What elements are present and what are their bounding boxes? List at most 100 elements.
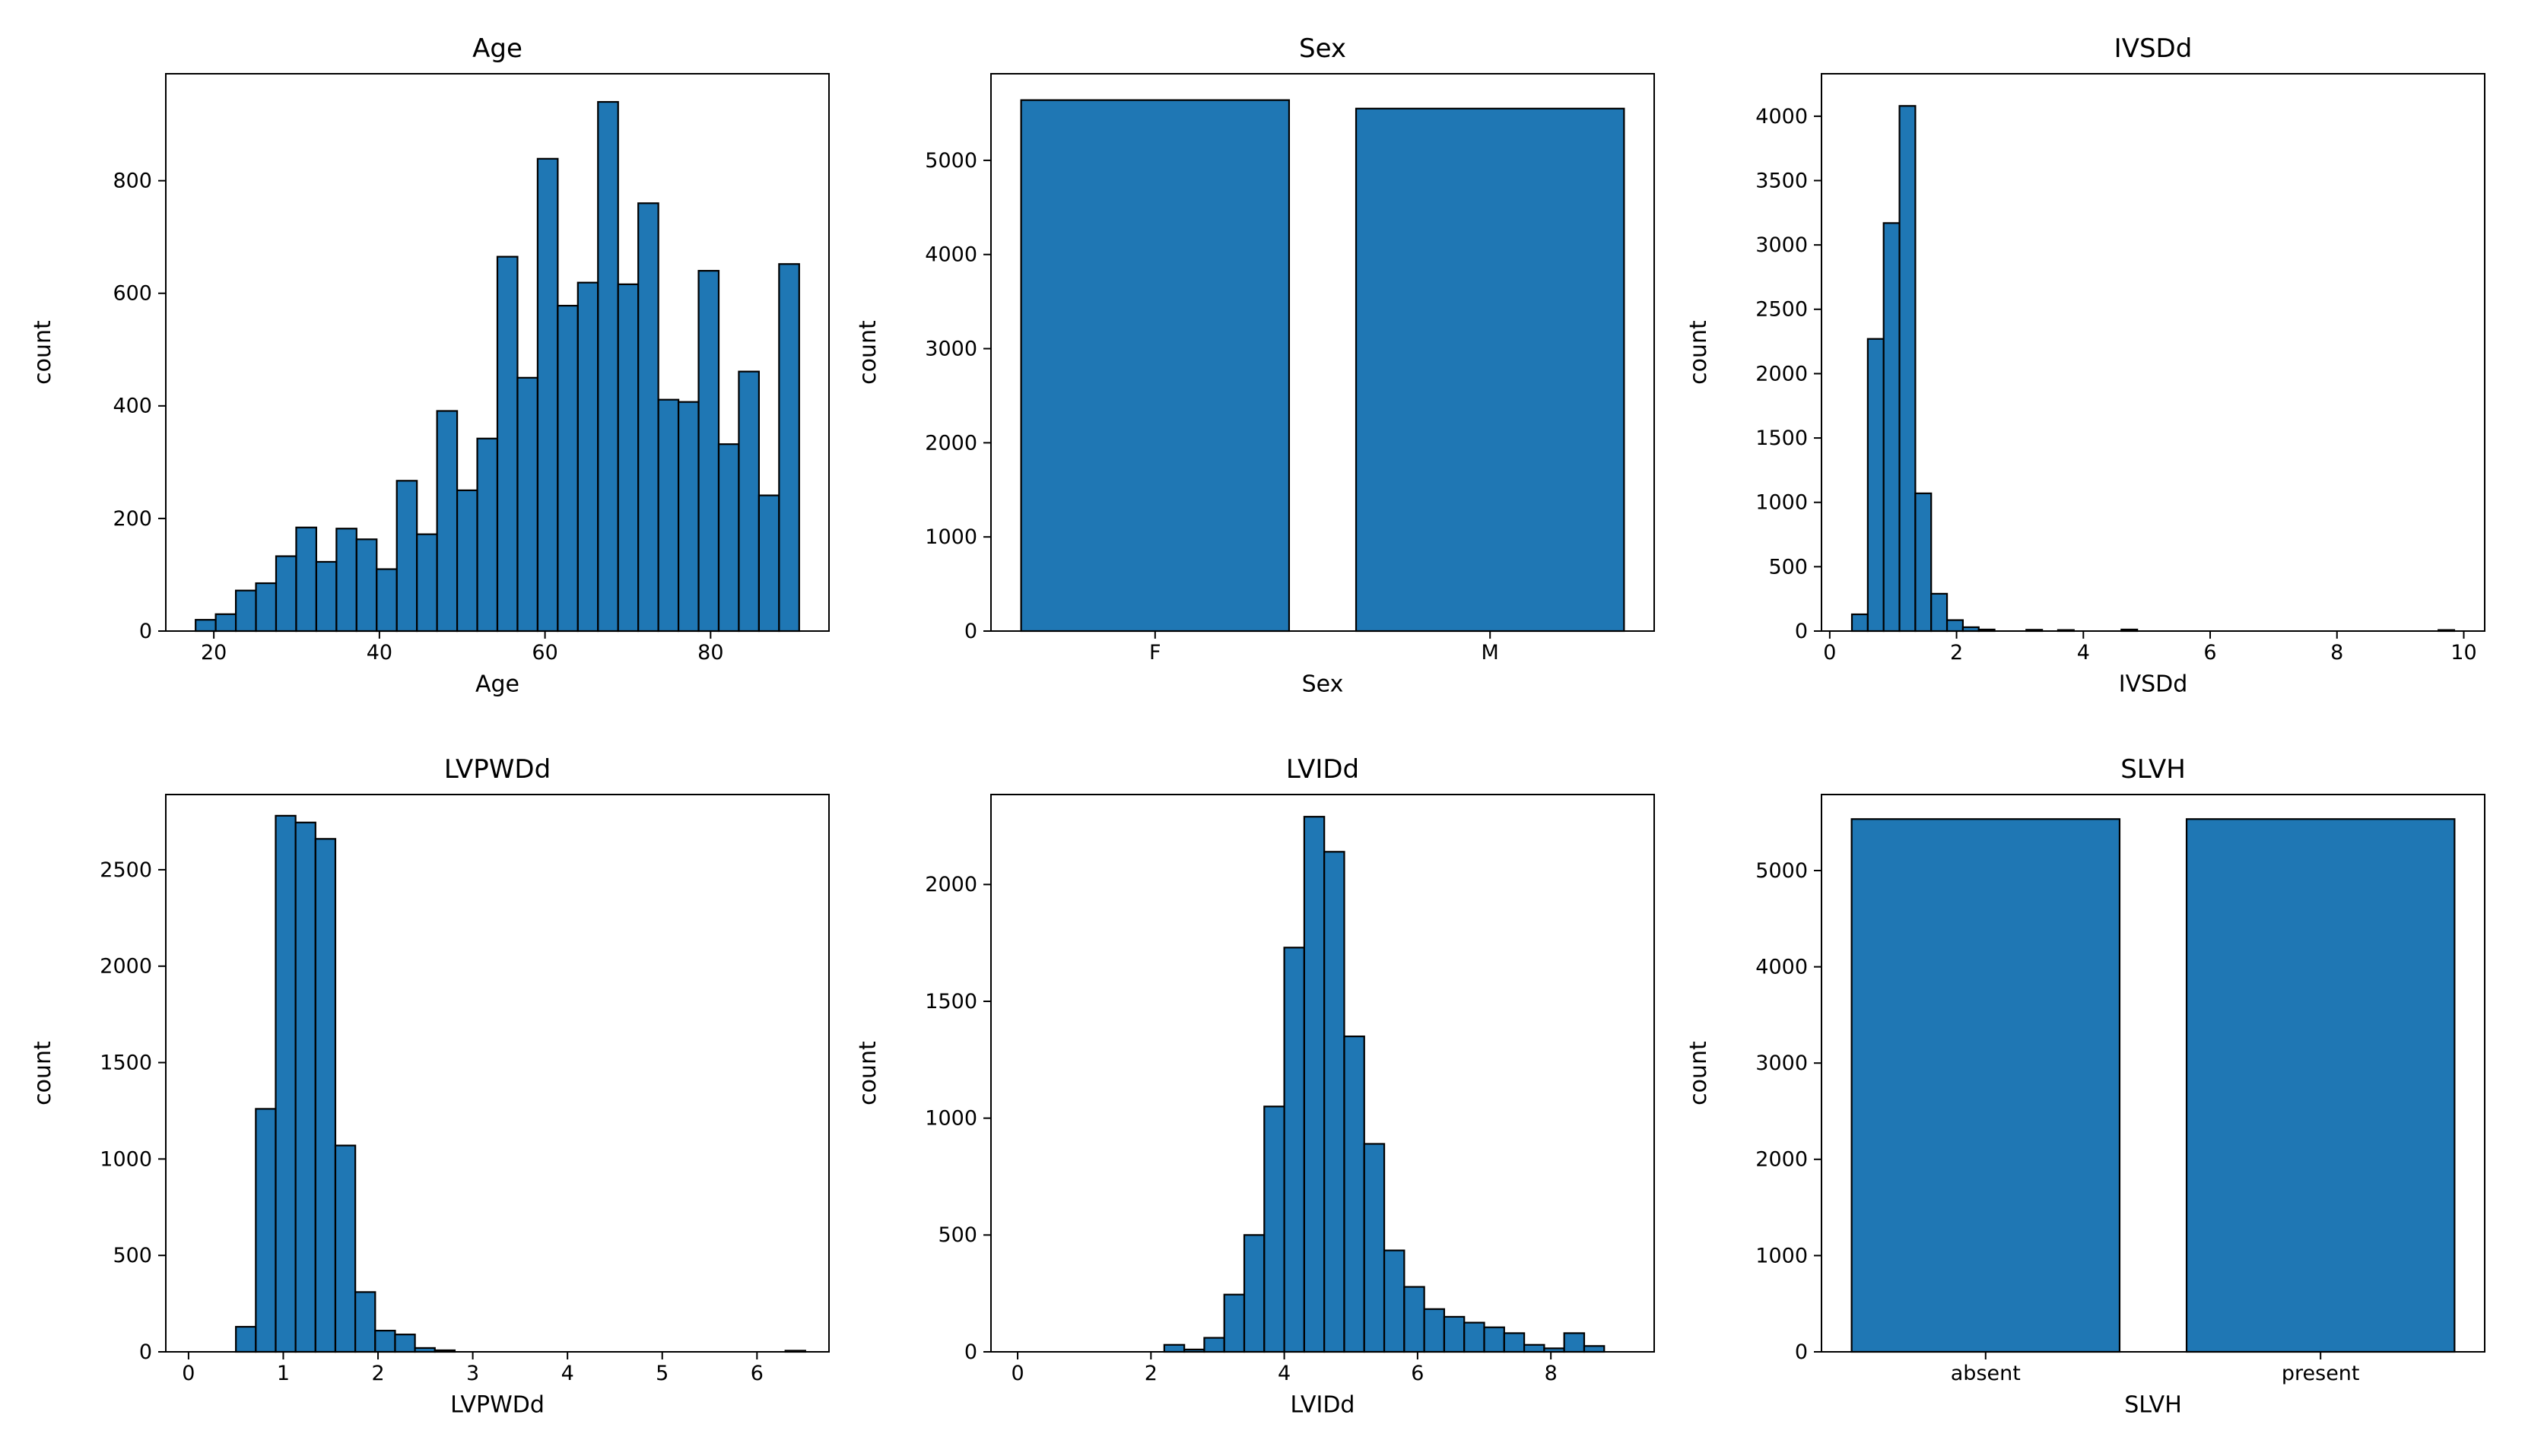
histogram-bar [394,1334,416,1353]
histogram-bar [1483,1326,1505,1353]
x-tick-label: 8 [1545,1362,1558,1385]
y-tick-label: 4000 [1755,105,1808,128]
histogram-bar [1303,816,1326,1353]
x-tick-label: 6 [751,1362,764,1385]
histogram-bar [1583,1345,1606,1353]
y-tick-label: 4000 [925,243,977,267]
x-tick-label: 4 [1278,1362,1291,1385]
y-tick-label: 0 [1795,620,1808,643]
axes-box [1821,794,2485,1353]
histogram-bar [1355,107,1625,633]
histogram-bar [1020,99,1291,633]
histogram-bar [456,489,478,633]
chart-title: SLVH [2120,754,2186,785]
histogram-bar [576,281,599,633]
axes-box [1821,73,2485,632]
y-tick-label: 1000 [925,1107,977,1131]
histogram-bar [1945,619,1964,633]
histogram-bar [1163,1343,1186,1353]
x-tick-label: 0 [1823,641,1836,665]
histogram-bar [1243,1234,1266,1353]
histogram-bar [355,538,378,633]
y-axis-label: count [855,1041,881,1105]
histogram-bar [395,480,418,633]
axes-box [990,73,1655,632]
x-tick-label: 10 [2450,641,2476,665]
histogram-bar [234,589,257,633]
histogram-bar [214,613,237,633]
y-tick-label: 0 [964,620,977,643]
x-tick-label: 60 [532,641,557,665]
y-tick-label: 4000 [1755,956,1808,979]
y-tick-label: 1000 [1755,1244,1808,1267]
y-tick-label: 5000 [925,149,977,173]
y-axis-label: count [1685,320,1712,385]
histogram-bar [1866,338,1885,633]
histogram-bar [657,398,680,633]
y-tick-label: 5000 [1755,859,1808,883]
histogram-bar [677,401,700,633]
y-tick-label: 1000 [925,525,977,549]
y-tick-label: 2500 [100,858,152,882]
y-tick-label: 2500 [1755,298,1808,322]
x-tick-label: 4 [561,1362,574,1385]
y-tick-label: 0 [139,620,152,643]
y-axis-label: count [855,320,881,385]
histogram-bar [275,555,297,633]
histogram-bar [1323,851,1345,1353]
y-tick-label: 0 [139,1340,152,1364]
x-tick-label: 8 [2330,641,2343,665]
y-tick-label: 800 [113,170,152,193]
x-tick-label: 0 [182,1362,195,1385]
chart-title: Age [472,33,522,64]
y-axis-label: count [30,1041,56,1105]
histogram-bar [255,582,278,633]
y-tick-label: 2000 [925,431,977,455]
axes-box [990,794,1655,1353]
y-tick-label: 3000 [925,337,977,360]
histogram-bar [416,533,438,633]
x-axis-label: IVSDd [2119,671,2188,698]
histogram-bar [275,814,297,1353]
x-tick-label: 4 [2077,641,2090,665]
histogram-bar [436,410,459,633]
y-tick-label: 1500 [925,990,977,1013]
axes-box [165,73,830,632]
histogram-bar [738,370,761,633]
y-tick-label: 200 [113,507,152,531]
y-tick-label: 0 [1795,1340,1808,1364]
x-axis-label: Age [475,671,519,698]
histogram-bar [1363,1143,1386,1353]
histogram-bar [1882,222,1901,633]
histogram-bar [335,528,357,633]
x-tick-label: 2 [1950,641,1963,665]
histogram-bar [476,437,499,633]
histogram-bar [1223,1293,1246,1353]
histogram-bar [1898,105,1917,633]
y-tick-label: 600 [113,282,152,306]
y-tick-label: 500 [113,1244,152,1267]
y-tick-label: 2000 [925,873,977,896]
histogram-bar [597,100,619,633]
axes-box [165,794,830,1353]
histogram-bar [637,202,659,633]
histogram-bar [295,526,318,633]
chart-title: IVSDd [2114,33,2193,64]
x-axis-label: LVIDd [1291,1392,1355,1419]
y-tick-label: 2000 [1755,1148,1808,1172]
histogram-bar [1503,1332,1526,1353]
histogram-bar [294,821,316,1353]
x-tick-label: 2 [371,1362,384,1385]
histogram-bar [1914,492,1933,633]
x-axis-label: Sex [1302,671,1344,698]
histogram-bar [1203,1337,1225,1353]
y-axis-label: count [30,320,56,385]
x-tick-label: 6 [1411,1362,1424,1385]
histogram-bar [314,838,337,1353]
x-tick-label: M [1482,641,1499,665]
histogram-bar [1403,1286,1425,1353]
x-tick-label: 5 [656,1362,669,1385]
x-tick-label: absent [1951,1362,2021,1385]
chart-title: LVPWDd [444,754,551,785]
histogram-bar [1443,1315,1466,1353]
